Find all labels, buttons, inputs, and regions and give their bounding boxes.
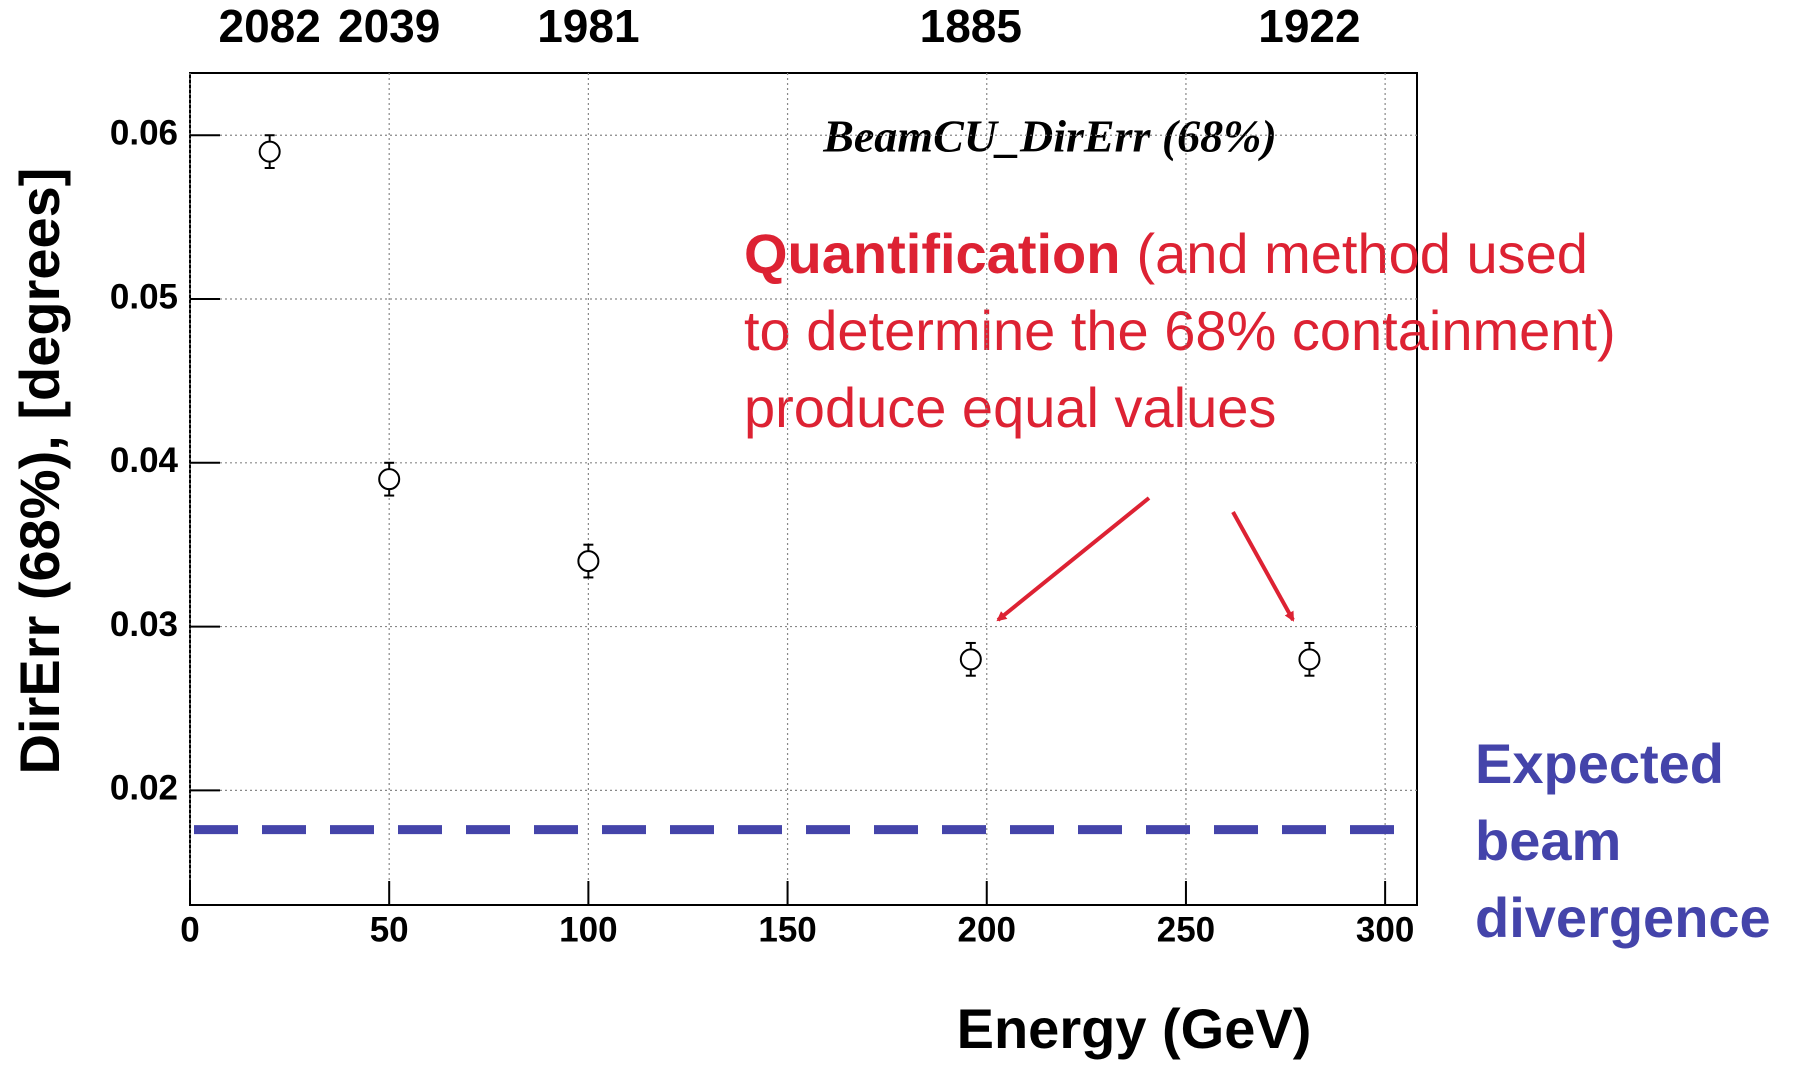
point-group	[577, 543, 600, 579]
x-tick-label: 250	[1157, 910, 1215, 949]
top-label: 2039	[338, 0, 440, 52]
point-group	[1298, 641, 1321, 677]
x-tick-label: 50	[370, 910, 409, 949]
point	[258, 140, 281, 163]
point	[1298, 648, 1321, 671]
x-tick-label: 0	[180, 910, 199, 949]
annotation-text: (and method used	[1136, 222, 1587, 285]
arrow	[1231, 511, 1295, 622]
point	[378, 468, 401, 491]
reference-label: beam	[1475, 809, 1621, 872]
point	[577, 550, 600, 573]
annotation-line: produce equal values	[744, 376, 1276, 439]
y-tick-label: 0.05	[110, 277, 178, 316]
y-tick-label: 0.04	[110, 441, 179, 480]
point	[959, 648, 982, 671]
x-axis-label: Energy (GeV)	[957, 997, 1312, 1060]
reference-label: Expected	[1475, 732, 1724, 795]
x-tick-label: 300	[1356, 910, 1414, 949]
x-tick-label: 150	[758, 910, 816, 949]
x-tick-label: 200	[958, 910, 1016, 949]
chart-title: BeamCU_DirErr (68%)	[822, 111, 1277, 162]
annotation-bold: Quantification	[744, 222, 1120, 285]
arrow	[996, 496, 1151, 622]
annotation-line: to determine the 68% containment)	[744, 299, 1616, 362]
annotation-line: Quantification (and method used	[744, 222, 1588, 285]
point-group	[378, 461, 401, 497]
top-label: 2082	[219, 0, 321, 52]
x-tick-label: 100	[559, 910, 617, 949]
y-tick-label: 0.03	[110, 605, 178, 644]
top-label: 1981	[537, 0, 639, 52]
plot-frame	[189, 72, 1418, 906]
point-group	[258, 134, 281, 169]
y-axis-label: DirErr (68%), [degrees]	[8, 168, 71, 775]
y-tick-label: 0.06	[110, 113, 178, 152]
annotation: Quantification (and method used to determ…	[744, 222, 1616, 439]
reference-label: divergence	[1475, 886, 1771, 949]
top-label: 1885	[920, 0, 1022, 52]
point-group	[959, 641, 982, 677]
y-tick-label: 0.02	[110, 769, 178, 808]
top-label: 1922	[1258, 0, 1360, 52]
